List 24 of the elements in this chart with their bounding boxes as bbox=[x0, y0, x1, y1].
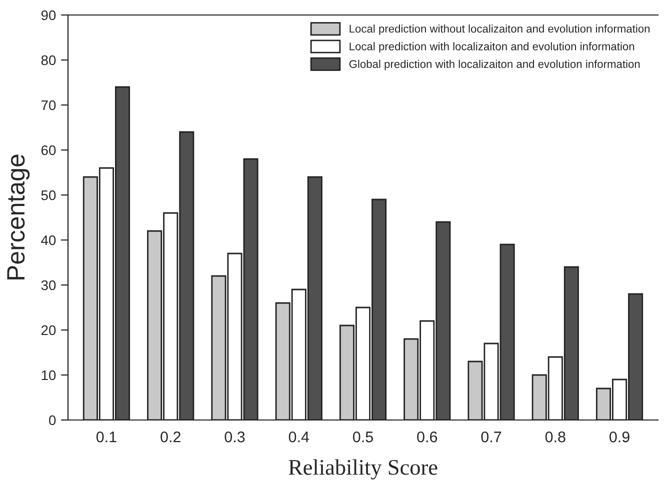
y-tick-label: 0 bbox=[49, 415, 56, 426]
y-tick-label: 60 bbox=[41, 145, 56, 156]
y-tick-label: 40 bbox=[41, 235, 56, 246]
y-tick-label: 10 bbox=[42, 370, 56, 380]
x-axis-title: Reliability Score bbox=[288, 459, 438, 480]
x-tick-label: 0.9 bbox=[610, 432, 630, 442]
x-tick-label: 0.2 bbox=[160, 432, 180, 442]
y-tick-label: 90 bbox=[41, 10, 56, 20]
y-tick-label: 70 bbox=[41, 100, 56, 110]
x-tick-label: 0.6 bbox=[417, 432, 438, 442]
y-axis-title: Percentage bbox=[7, 154, 30, 280]
x-tick-label: 0.4 bbox=[288, 432, 310, 442]
y-tick-label: 50 bbox=[41, 190, 56, 200]
legend-label: Local prediction with localizaiton and evolution information bbox=[350, 42, 634, 53]
x-tick-label: 0.1 bbox=[96, 432, 116, 442]
y-tick-label: 20 bbox=[41, 325, 56, 336]
x-tick-label: 0.5 bbox=[352, 432, 373, 442]
legend-label: Local prediction without localizaiton and evolution information bbox=[350, 24, 650, 35]
y-tick-label: 30 bbox=[41, 280, 56, 290]
y-tick-label: 80 bbox=[41, 55, 56, 66]
x-tick-label: 0.8 bbox=[545, 432, 566, 442]
x-tick-label: 0.3 bbox=[224, 432, 245, 442]
legend-label: Global prediction with localizaiton and evolution information bbox=[349, 60, 640, 70]
x-tick-label: 0.7 bbox=[481, 432, 502, 442]
